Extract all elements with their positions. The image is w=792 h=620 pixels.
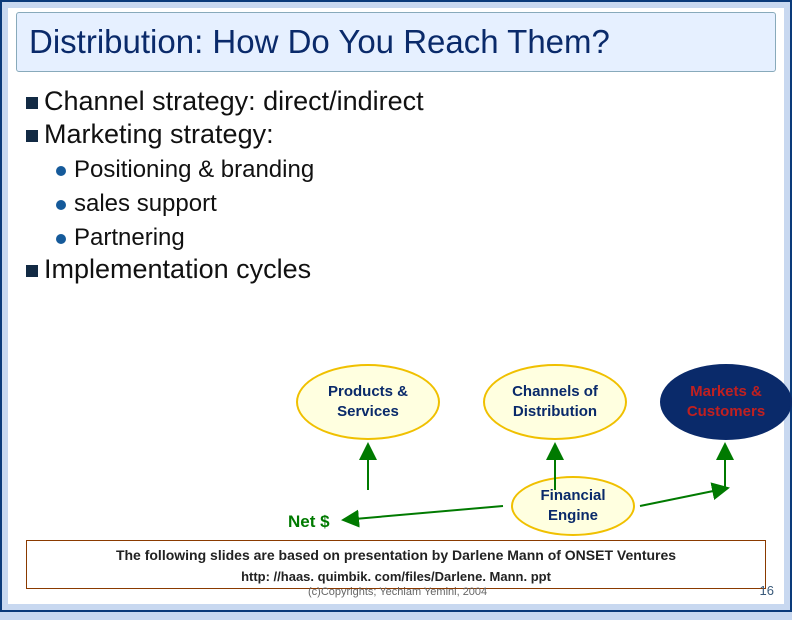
ellipse-line2: Engine bbox=[548, 506, 598, 526]
bullet-icon bbox=[56, 234, 66, 244]
bullet-marketing-strategy: Marketing strategy: bbox=[26, 119, 766, 150]
subbullet-positioning: Positioning & branding bbox=[56, 156, 766, 184]
bullet-text: Partnering bbox=[74, 224, 185, 251]
note-box: The following slides are based on presen… bbox=[26, 540, 766, 589]
bullet-icon bbox=[56, 200, 66, 210]
ellipse-line2: Customers bbox=[687, 402, 765, 422]
note-link: http: //haas. quimbik. com/files/Darlene… bbox=[35, 569, 757, 584]
copyright-text: (c)Copyrights; Yechiam Yemini, 2004 bbox=[308, 586, 487, 598]
page-number: 16 bbox=[760, 583, 774, 598]
note-text: The following slides are based on presen… bbox=[35, 547, 757, 563]
bullet-icon bbox=[26, 130, 38, 142]
body-area: Channel strategy: direct/indirect Market… bbox=[26, 84, 766, 285]
bullet-implementation: Implementation cycles bbox=[26, 254, 766, 285]
ellipse-line2: Distribution bbox=[513, 402, 597, 422]
subbullet-partnering: Partnering bbox=[56, 224, 766, 252]
ellipse-line1: Products & bbox=[328, 382, 408, 402]
ellipse-financial-engine: Financial Engine bbox=[511, 476, 635, 536]
ellipse-products-services: Products & Services bbox=[296, 364, 440, 440]
bullet-text: sales support bbox=[74, 190, 217, 217]
bullet-text: Marketing strategy: bbox=[44, 119, 274, 149]
bullet-icon bbox=[26, 265, 38, 277]
ellipse-line2: Services bbox=[337, 402, 399, 422]
ellipse-line1: Channels of bbox=[512, 382, 598, 402]
slide-title: Distribution: How Do You Reach Them? bbox=[29, 23, 610, 61]
ellipse-line1: Financial bbox=[540, 486, 605, 506]
subbullet-sales-support: sales support bbox=[56, 190, 766, 218]
net-dollar-label: Net $ bbox=[288, 512, 330, 532]
bullet-text: Channel strategy: direct/indirect bbox=[44, 86, 424, 116]
ellipse-line1: Markets & bbox=[690, 382, 762, 402]
bullet-channel-strategy: Channel strategy: direct/indirect bbox=[26, 86, 766, 117]
ellipse-markets-customers: Markets & Customers bbox=[660, 364, 792, 440]
ellipse-channels-distribution: Channels of Distribution bbox=[483, 364, 627, 440]
slide-surface: Distribution: How Do You Reach Them? Cha… bbox=[8, 8, 784, 604]
bullet-icon bbox=[56, 166, 66, 176]
bullet-text: Positioning & branding bbox=[74, 156, 314, 183]
bullet-text: Implementation cycles bbox=[44, 254, 311, 284]
title-bar: Distribution: How Do You Reach Them? bbox=[16, 12, 776, 72]
bullet-icon bbox=[26, 97, 38, 109]
